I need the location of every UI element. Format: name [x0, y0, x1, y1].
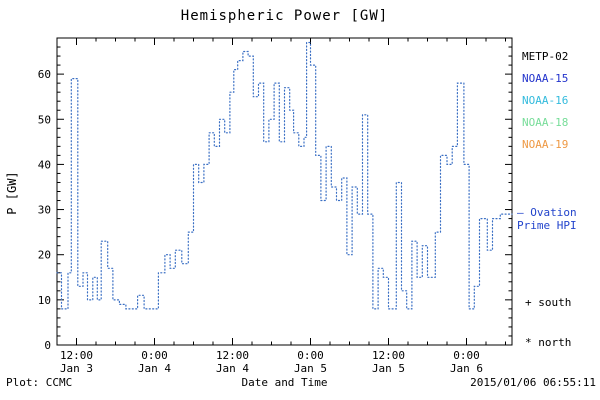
plot-frame — [56, 37, 513, 346]
svg-text:40: 40 — [38, 158, 51, 171]
svg-text:Jan 4: Jan 4 — [216, 362, 249, 375]
legend-item-noaa-18: NOAA-18 — [522, 116, 569, 129]
chart-title: Hemispheric Power [GW] — [180, 8, 389, 24]
svg-text:50: 50 — [38, 113, 51, 126]
legend-south-marker: + south — [525, 296, 572, 309]
hpi-step-line — [56, 41, 513, 310]
ovation-label-line1: — Ovation — [517, 206, 577, 219]
svg-text:0:00: 0:00 — [453, 349, 480, 362]
x-axis-label: Date and Time — [241, 376, 328, 389]
svg-text:20: 20 — [38, 249, 51, 262]
svg-text:Jan 4: Jan 4 — [138, 362, 171, 375]
svg-text:10: 10 — [38, 294, 51, 307]
svg-text:12:00: 12:00 — [60, 349, 93, 362]
svg-text:Jan 3: Jan 3 — [60, 362, 93, 375]
legend-item-metp-02: METP-02 — [522, 50, 569, 63]
svg-text:0: 0 — [44, 339, 51, 352]
satellite-legend: METP-02 NOAA-15 NOAA-16 NOAA-18 NOAA-19 — [522, 46, 568, 156]
svg-text:Jan 5: Jan 5 — [372, 362, 405, 375]
svg-text:Jan 6: Jan 6 — [450, 362, 483, 375]
legend-item-noaa-16: NOAA-16 — [522, 94, 569, 107]
legend-ovation-label: — Ovation Prime HPI — [517, 206, 597, 232]
legend-item-noaa-15: NOAA-15 — [522, 72, 569, 85]
svg-text:12:00: 12:00 — [216, 349, 249, 362]
svg-text:0:00: 0:00 — [297, 349, 324, 362]
svg-text:0:00: 0:00 — [141, 349, 168, 362]
svg-text:12:00: 12:00 — [372, 349, 405, 362]
plot-source-label: Plot: CCMC — [6, 376, 73, 389]
svg-text:30: 30 — [38, 204, 51, 217]
svg-text:Jan 5: Jan 5 — [294, 362, 327, 375]
plot-timestamp: 2015/01/06 06:55:11 — [470, 376, 596, 389]
legend-item-noaa-19: NOAA-19 — [522, 138, 569, 151]
svg-text:60: 60 — [38, 68, 51, 81]
ovation-label-line2: Prime HPI — [517, 219, 577, 232]
legend-north-marker: * north — [525, 336, 572, 349]
